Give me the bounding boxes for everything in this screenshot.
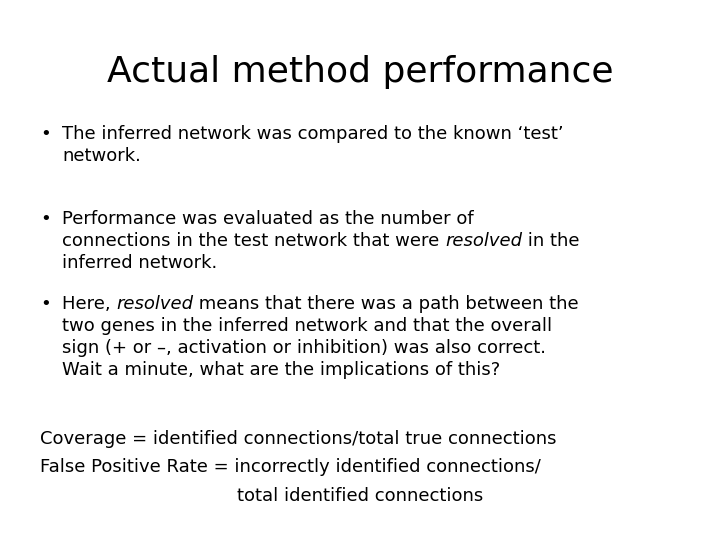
Text: •: • <box>40 210 50 228</box>
Text: in the: in the <box>522 232 580 250</box>
Text: Actual method performance: Actual method performance <box>107 55 613 89</box>
Text: resolved: resolved <box>117 295 194 313</box>
Text: Wait a minute, what are the implications of this?: Wait a minute, what are the implications… <box>62 361 500 379</box>
Text: •: • <box>40 125 50 143</box>
Text: resolved: resolved <box>445 232 522 250</box>
Text: sign (+ or –, activation or inhibition) was also correct.: sign (+ or –, activation or inhibition) … <box>62 339 546 357</box>
Text: total identified connections: total identified connections <box>237 487 483 505</box>
Text: connections in the test network that were: connections in the test network that wer… <box>62 232 445 250</box>
Text: The inferred network was compared to the known ‘test’: The inferred network was compared to the… <box>62 125 564 143</box>
Text: Coverage = identified connections/total true connections: Coverage = identified connections/total … <box>40 430 557 448</box>
Text: Performance was evaluated as the number of: Performance was evaluated as the number … <box>62 210 474 228</box>
Text: network.: network. <box>62 147 141 165</box>
Text: two genes in the inferred network and that the overall: two genes in the inferred network and th… <box>62 317 552 335</box>
Text: Here,: Here, <box>62 295 117 313</box>
Text: inferred network.: inferred network. <box>62 254 217 272</box>
Text: means that there was a path between the: means that there was a path between the <box>194 295 579 313</box>
Text: False Positive Rate = incorrectly identified connections/: False Positive Rate = incorrectly identi… <box>40 458 541 476</box>
Text: •: • <box>40 295 50 313</box>
